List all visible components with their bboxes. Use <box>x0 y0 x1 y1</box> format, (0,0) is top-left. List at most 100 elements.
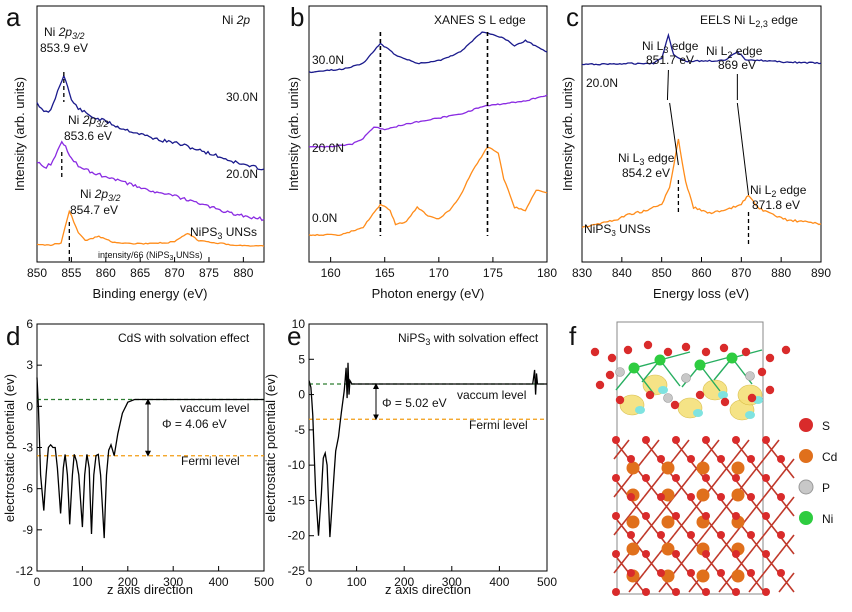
work-function-label-d: Φ = 4.06 eV <box>162 417 227 431</box>
plot-frame-a <box>36 5 265 263</box>
y-axis-e-tick-label: 5 <box>298 352 305 366</box>
y-axis-e-tick-label: -10 <box>288 458 306 472</box>
x-axis-d-tick-label: 500 <box>254 575 274 589</box>
ni-atom <box>726 352 738 364</box>
bond <box>748 534 765 555</box>
bond <box>673 477 690 498</box>
bond <box>613 439 630 460</box>
plot-frame-b <box>308 5 548 263</box>
bond <box>643 439 660 460</box>
bond <box>763 477 780 498</box>
charge-density-blob <box>693 409 703 417</box>
s-atom <box>777 531 785 539</box>
s-atom <box>623 345 633 355</box>
legend-label-cd: Cd <box>822 450 837 464</box>
s-atom <box>717 531 725 539</box>
x-axis-d-tick-label: 200 <box>118 575 138 589</box>
ni-atom <box>694 359 706 371</box>
y-axis-title-a: Intensity (arb. units) <box>12 77 27 191</box>
x-axis-e-tick-label: 300 <box>442 575 462 589</box>
peak-energy-a-0: 854.7 eV <box>70 203 118 217</box>
s-atom <box>672 588 680 596</box>
s-atom <box>612 550 620 558</box>
peak-energy-a-20: 853.6 eV <box>64 129 112 143</box>
x-axis-d-tick-label: 0 <box>34 575 41 589</box>
x-axis-title-b: Photon energy (eV) <box>372 286 485 301</box>
bond <box>748 458 765 479</box>
x-axis-c-tick-label: 870 <box>731 266 751 280</box>
bond <box>613 553 630 574</box>
bond <box>718 534 735 555</box>
s-atom <box>642 550 650 558</box>
s-atom <box>687 569 695 577</box>
bond <box>688 534 705 555</box>
panel-d: d 0 100 200 300 400 500 -12 -9 -6 -3 0 3 6 z axis di… <box>2 317 274 597</box>
edge-label-c-l3-bottom: Ni L3 edge <box>618 151 675 167</box>
edge-shift-c-l3 <box>669 102 679 166</box>
s-atom <box>747 455 755 463</box>
panel-letter-e: e <box>287 321 301 351</box>
bond <box>613 515 630 536</box>
bond <box>763 553 780 574</box>
y-axis-e-tick-label: 0 <box>298 388 305 402</box>
x-axis-e-tick-label: 500 <box>537 575 557 589</box>
x-axis-c-tick-label: 850 <box>652 266 672 280</box>
panel-letter-f: f <box>569 321 577 351</box>
x-axis-b-tick-label: 175 <box>483 266 503 280</box>
x-axis-e-tick-label: 400 <box>489 575 509 589</box>
bond <box>673 553 690 574</box>
s-atom <box>687 455 695 463</box>
fermi-level-label-d: Fermi level <box>181 454 240 468</box>
s-atom <box>762 550 770 558</box>
series-lines-b <box>308 31 548 237</box>
s-atom <box>627 455 635 463</box>
bond <box>778 534 795 555</box>
panel-title-a: Ni 2p <box>222 13 250 27</box>
p-atom <box>615 367 625 377</box>
plot-frame-e <box>308 323 548 572</box>
edge-energy-c-l2-top: 869 eV <box>718 58 756 72</box>
x-axis-c-tick-label: 880 <box>771 266 791 280</box>
s-atom <box>657 531 665 539</box>
series-label-b-0: 0.0N <box>312 211 337 225</box>
y-axis-d-tick-label: -6 <box>22 482 33 496</box>
bond <box>643 477 660 498</box>
y-axis-title-e: electrostatic potential (ev) <box>263 374 278 522</box>
s-atom <box>765 353 775 363</box>
x-axis-c-tick-label: 840 <box>612 266 632 280</box>
series-label-a-20: 20.0N <box>226 167 258 181</box>
s-atom <box>607 353 617 363</box>
edge-shift-c-l2 <box>736 102 749 196</box>
s-atom <box>627 569 635 577</box>
peak-label-a-20: Ni 2p3/2 <box>68 113 109 129</box>
s-atom <box>672 474 680 482</box>
cd-atom <box>696 569 710 583</box>
s-atom <box>663 347 673 357</box>
plot-frame-d <box>36 323 265 572</box>
s-atom <box>762 512 770 520</box>
p-atom <box>681 373 691 383</box>
cd-atom <box>626 542 640 556</box>
work-function-label-e: Φ = 5.02 eV <box>382 396 447 410</box>
x-axis-a-tick-label: 865 <box>130 266 150 280</box>
cd-atom <box>661 515 675 529</box>
y-axis-title-b: Intensity (arb. units) <box>286 77 301 191</box>
s-atom <box>702 436 710 444</box>
panel-e: e 0 100 200 300 400 500 -25 -20 -15 -10 -5 0 5 10 z a… <box>263 317 557 597</box>
potential-line-e <box>308 362 547 538</box>
y-axis-d-tick-label: -3 <box>22 441 33 455</box>
s-atom <box>747 493 755 501</box>
ni-atom <box>654 354 666 366</box>
y-axis-e-tick-label: 10 <box>292 317 306 331</box>
x-axis-b-tick-label: 160 <box>321 266 341 280</box>
y-axis-e-tick-label: -20 <box>288 529 306 543</box>
bond <box>778 458 795 479</box>
series-label-a-30: 30.0N <box>226 90 258 104</box>
x-axis-a-tick-label: 855 <box>61 266 81 280</box>
cd-atom <box>626 461 640 475</box>
legend-swatch-p <box>798 479 814 495</box>
s-atom <box>702 588 710 596</box>
s-atom <box>732 588 740 596</box>
s-atom <box>747 393 757 403</box>
